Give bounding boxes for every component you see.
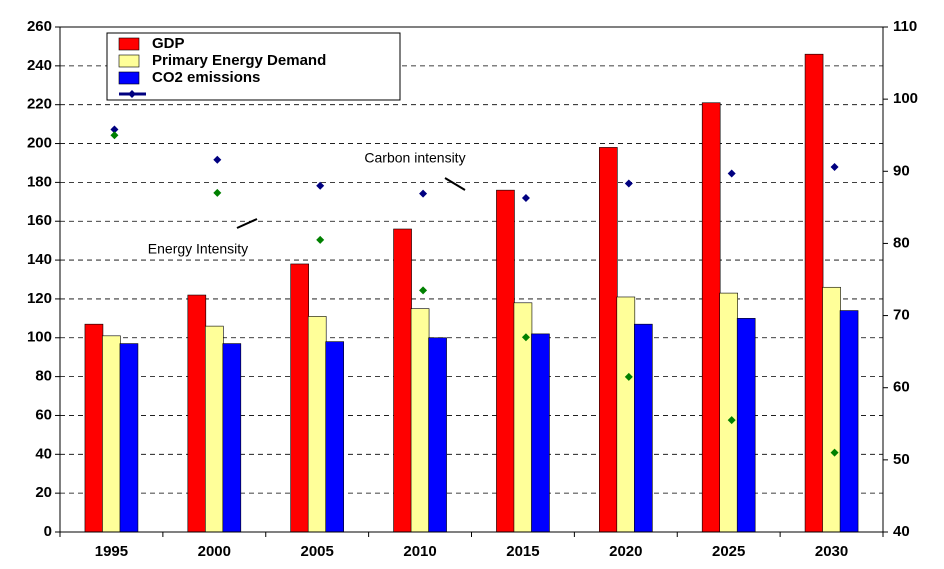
plot-frame [59,26,884,533]
y-tick-label: 60 [35,406,52,423]
bar [102,335,121,533]
legend-label: Primary Energy Demand [152,52,326,69]
y-tick-label: 120 [27,290,52,307]
bar [205,325,224,533]
x-tick-label: 2025 [712,543,745,560]
y-tick-label: 160 [27,212,52,229]
y-tick-label: 20 [35,484,52,501]
marker [830,448,839,457]
bar [187,294,207,533]
bar [839,310,859,533]
marker [316,181,325,190]
bar [119,343,139,533]
x-tick-label: 2000 [198,543,231,560]
y2-tick-label: 40 [893,523,910,540]
bar [428,337,447,533]
bar [307,316,327,533]
y-tick-label: 240 [27,57,52,74]
marker [316,235,325,244]
bar [719,292,738,533]
legend-label: GDP [152,35,185,52]
y2-tick-label: 80 [893,234,910,251]
marker [110,131,119,140]
bar [822,286,841,533]
marker [521,333,530,342]
bar [290,263,309,533]
legend-label: CO2 emissions [152,69,260,86]
legend-swatch [118,54,140,68]
bar [599,147,618,533]
x-tick-label: 2030 [815,543,848,560]
y-tick-label: 140 [27,251,52,268]
legend-swatch [118,37,140,51]
bar [410,308,430,533]
bar [393,228,412,533]
annotation-pointer [444,177,466,191]
bar [736,318,756,533]
y-tick-label: 180 [27,173,52,190]
annotation: Carbon intensity [364,150,465,166]
bar [804,53,824,533]
x-tick-label: 2020 [609,543,642,560]
marker [727,169,736,178]
bar [531,333,550,533]
marker [830,162,839,171]
bar [325,341,344,533]
y2-tick-label: 110 [893,18,917,35]
y2-tick-label: 100 [893,90,918,107]
marker [419,286,428,295]
legend-marker [128,90,136,98]
y-tick-label: 260 [27,18,52,35]
y-tick-label: 0 [44,523,52,540]
x-tick-label: 2005 [301,543,334,560]
annotation: Energy Intensity [148,241,248,257]
marker [521,193,530,202]
x-tick-label: 2015 [506,543,539,560]
y-tick-label: 100 [27,329,52,346]
y2-tick-label: 60 [893,379,910,396]
legend-box [106,32,401,101]
annotation-pointer [236,218,258,229]
y-tick-label: 220 [27,96,52,113]
marker [419,189,428,198]
marker [110,125,119,134]
y-tick-label: 200 [27,135,52,152]
marks [84,53,859,533]
marker [624,179,633,188]
y-tick-label: 80 [35,368,52,385]
bar [701,102,721,533]
y2-tick-label: 90 [893,162,910,179]
x-tick-label: 1995 [95,543,128,560]
bar [616,296,636,533]
bar [496,189,515,533]
marker [213,155,222,164]
bar [222,343,242,533]
y2-tick-label: 50 [893,451,910,468]
marker [213,188,222,197]
marker [624,372,633,381]
grid [60,26,883,533]
legend-swatch [118,71,140,85]
x-tick-label: 2010 [403,543,436,560]
bar [634,323,653,533]
y2-tick-label: 70 [893,307,910,324]
bar [84,323,104,533]
marker [727,416,736,425]
y-tick-label: 40 [35,445,52,462]
